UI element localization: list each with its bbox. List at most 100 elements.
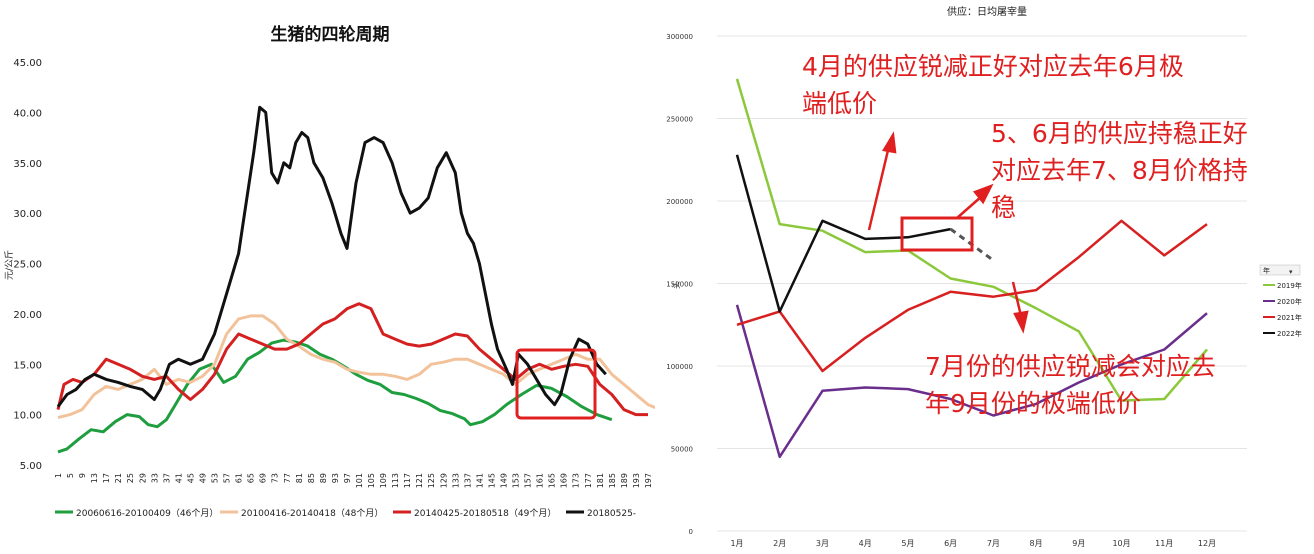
right-y-tick-label: 100000 [666, 363, 693, 371]
left-series-line-1 [57, 314, 655, 420]
chart-divider [655, 0, 657, 554]
left-x-tick-label: 109 [379, 473, 388, 488]
right-series-line-2 [736, 219, 1208, 373]
right-series-line-3 [735, 154, 951, 313]
left-x-tick-label: 49 [198, 473, 207, 483]
right-x-tick-labels: 1月 2月 3月 4月 5月 6月 7月 8月 9月 10月 11月 12月 [730, 539, 1216, 548]
arrow-1-line [867, 145, 891, 231]
left-x-tick-label: 133 [451, 473, 460, 488]
right-y-tick-label: 300000 [666, 33, 693, 41]
left-x-tick-label: 157 [524, 473, 533, 488]
left-y-tick-label: 35.00 [13, 159, 42, 170]
left-x-tick-label: 9 [78, 473, 87, 478]
left-x-tick-label: 61 [235, 473, 244, 483]
left-series-line-2 [56, 302, 648, 417]
left-x-tick-label: 85 [307, 473, 316, 483]
right-legend-label-3: 2022年 [1277, 329, 1302, 338]
left-x-tick-label: 77 [283, 473, 292, 483]
right-y-tick-label: 0 [689, 528, 693, 536]
right-series-line-1 [735, 304, 1208, 459]
right-x-tick-label: 1月 [730, 539, 743, 548]
left-x-tick-label: 25 [126, 473, 135, 483]
right-legend-label-1: 2020年 [1277, 297, 1302, 306]
left-x-tick-label: 37 [162, 473, 171, 483]
annotation-arrows [867, 131, 1029, 334]
right-y-axis-label: 头 [671, 281, 681, 289]
left-series-lines [56, 105, 655, 454]
left-x-tick-label: 193 [632, 473, 641, 488]
left-x-tick-label: 33 [150, 473, 159, 483]
annotation-text-2: 年9月份的极端低价 [925, 389, 1141, 418]
left-y-tick-label: 15.00 [13, 360, 42, 371]
left-x-tick-label: 181 [596, 473, 605, 488]
left-legend-label-0: 20060616-20100409（46个月） [76, 508, 218, 519]
left-x-tick-label: 161 [536, 473, 545, 488]
right-x-tick-label: 2月 [773, 539, 786, 548]
right-x-tick-label: 5月 [901, 539, 914, 548]
right-y-tick-label: 150000 [666, 281, 693, 289]
left-x-tick-label: 153 [512, 473, 521, 488]
left-y-tick-labels: 5.00 10.00 15.00 20.00 25.00 30.00 35.00 40.00 4… [13, 58, 42, 472]
left-legend-label-1: 20100416-20140418（48个月） [241, 508, 383, 519]
right-legend-label-0: 2019年 [1277, 281, 1302, 290]
left-y-tick-label: 40.00 [13, 108, 42, 119]
right-x-tick-label: 8月 [1030, 539, 1043, 548]
left-y-tick-label: 25.00 [13, 260, 42, 271]
left-x-tick-label: 81 [295, 473, 304, 483]
right-y-tick-label: 50000 [671, 446, 693, 454]
left-x-tick-label: 101 [355, 473, 364, 488]
left-chart-svg: 生猪的四轮周期 元/公斤 5.00 10.00 15.00 20.00 25.00 30.… [4, 24, 655, 519]
annotation-text-1: 稳 [991, 193, 1016, 222]
left-legend-label-3: 20180525- [587, 509, 636, 519]
left-x-tick-label: 169 [560, 473, 569, 488]
left-x-tick-label: 137 [463, 473, 472, 488]
left-x-tick-label: 189 [620, 473, 629, 488]
right-chart-svg: 供应：日均屠宰量 头 0 50000 100000 150000 200000 25000… [666, 5, 1302, 548]
arrow-2-head [972, 183, 994, 205]
highlight-box [515, 348, 597, 420]
left-x-tick-label: 69 [259, 473, 268, 483]
left-x-tick-label: 1 [54, 473, 63, 478]
left-x-tick-label: 125 [427, 473, 436, 488]
left-x-tick-label: 41 [174, 473, 183, 483]
right-x-tick-label: 3月 [816, 539, 829, 548]
left-x-tick-label: 113 [391, 473, 400, 488]
right-y-tick-labels: 0 50000 100000 150000 200000 250000 300000 [666, 33, 693, 536]
left-x-tick-label: 145 [487, 473, 496, 488]
right-x-tick-label: 11月 [1155, 539, 1173, 548]
arrow-1-head [881, 131, 897, 154]
right-x-tick-label: 6月 [944, 539, 957, 548]
right-legend-label-2: 2021年 [1277, 313, 1302, 322]
left-x-tick-label: 117 [403, 473, 412, 488]
arrow-3-head [1013, 310, 1029, 334]
left-x-tick-label: 53 [211, 473, 220, 483]
left-x-tick-label: 21 [114, 473, 123, 483]
left-x-tick-label: 29 [138, 473, 147, 483]
right-x-tick-label: 4月 [859, 539, 872, 548]
left-x-tick-labels: 1 5 9 13 17 21 25 29 33 37 41 45 49 53 57 61 65 69 73 77 81 8… [54, 473, 653, 488]
legend-filter-header[interactable] [1259, 264, 1301, 276]
annotation-text-1: 对应去年7、8月价格持 [991, 156, 1248, 185]
left-x-tick-label: 177 [584, 473, 593, 488]
filter-icon[interactable]: ▾ [1289, 268, 1293, 276]
left-x-tick-label: 129 [439, 473, 448, 488]
right-x-tick-label: 12月 [1198, 539, 1216, 548]
left-x-tick-label: 105 [367, 473, 376, 488]
annotation-text-2: 7月份的供应锐减会对应去 [925, 352, 1216, 381]
left-x-tick-label: 73 [271, 473, 280, 483]
left-y-tick-label: 30.00 [13, 209, 42, 220]
left-x-tick-label: 141 [475, 473, 484, 488]
left-y-tick-label: 5.00 [20, 461, 42, 472]
left-series-line-3 [56, 105, 607, 408]
left-x-tick-label: 165 [548, 473, 557, 488]
left-series-line-0 [57, 338, 613, 454]
right-x-tick-label: 10月 [1112, 539, 1130, 548]
annotation-text-1: 5、6月的供应持稳正好 [991, 119, 1248, 148]
arrow-3-line [1011, 281, 1023, 317]
right-y-tick-label: 250000 [666, 116, 693, 124]
left-x-tick-label: 45 [186, 473, 195, 483]
left-x-tick-label: 149 [499, 473, 508, 488]
arrow-2-line [956, 195, 983, 219]
left-x-tick-label: 5 [66, 473, 75, 478]
